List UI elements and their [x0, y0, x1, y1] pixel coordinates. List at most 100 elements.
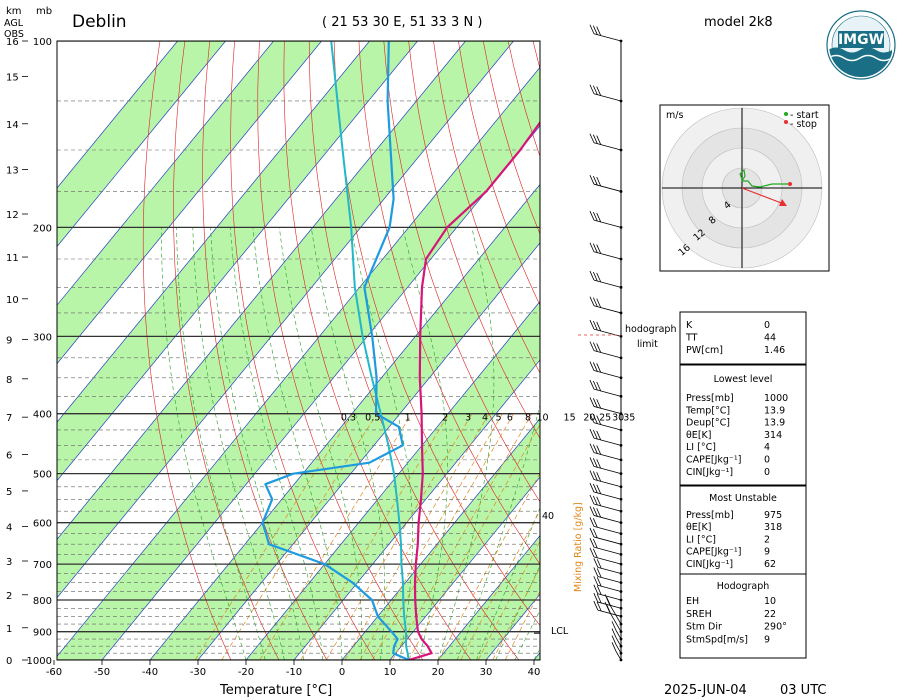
barb-feather	[593, 567, 599, 577]
moist-adiabat	[279, 227, 362, 660]
isotherm-line	[57, 41, 274, 306]
km-tick-label: 12	[6, 210, 19, 221]
barb-feather	[596, 568, 602, 578]
barb-shaft	[593, 452, 622, 461]
barb-feather	[589, 210, 595, 221]
barb-feather	[611, 621, 617, 631]
temperature-tick-label: 10	[384, 667, 397, 678]
barb-shaft	[608, 610, 622, 632]
index-value: 0	[764, 455, 770, 466]
barb-feather	[593, 584, 599, 594]
barb-feather	[592, 471, 598, 481]
temperature-tick-label: -40	[142, 667, 158, 678]
barb-feather	[596, 212, 602, 223]
mb-label: mb	[36, 6, 52, 17]
barb-feather	[589, 413, 595, 423]
barb-feather	[589, 270, 595, 281]
index-name: Press[mb]	[686, 393, 734, 404]
barb-feather	[589, 133, 595, 143]
barb-feather	[589, 242, 595, 252]
barb-feather	[596, 321, 602, 332]
temperature-tick-label: -10	[286, 667, 302, 678]
barb-shaft	[593, 279, 622, 288]
legend-start-dot	[784, 112, 788, 116]
index-box	[679, 311, 807, 365]
index-name: CAPE[Jkg⁻¹]	[686, 455, 741, 466]
mixing-ratio-tick-label: 35	[623, 412, 635, 423]
barb-shaft	[597, 566, 622, 574]
barb-feather	[592, 538, 598, 549]
mixing-ratio-tick-label: 1	[405, 412, 411, 423]
barb-feather	[596, 363, 602, 373]
index-name: CIN[Jkg⁻¹]	[686, 559, 733, 570]
mixing-ratio-tick-label: 6	[507, 412, 513, 423]
barb-feather	[596, 508, 602, 518]
barb-feather	[592, 25, 598, 35]
index-name: LI [°C]	[686, 534, 716, 545]
barb-feather	[592, 429, 598, 440]
barb-feather	[596, 601, 602, 612]
barb-feather	[596, 593, 602, 604]
barb-feather	[592, 85, 598, 95]
moist-adiabat	[514, 609, 540, 660]
barb-shaft	[597, 576, 622, 584]
barb-shaft	[593, 305, 622, 314]
km-tick-label: 10	[6, 295, 19, 306]
index-name: CIN[Jkg⁻¹]	[686, 467, 733, 478]
index-value: 4	[764, 442, 770, 453]
temperature-tick-label: 40	[528, 667, 541, 678]
mixing-ratio-tick-label: 4	[482, 412, 488, 423]
moist-adiabat	[252, 227, 343, 660]
isotherm-line	[341, 417, 540, 660]
barb-feather	[596, 496, 602, 506]
barb-shaft	[593, 251, 622, 260]
isotherm-line	[57, 41, 514, 599]
isotherm-line	[437, 535, 540, 660]
index-name: EH	[686, 596, 699, 607]
barb-feather	[592, 458, 598, 468]
mixing-ratio-tick-label: 0.5	[365, 412, 380, 423]
isotherm-line	[57, 66, 540, 657]
km-label: km	[6, 6, 22, 17]
km-tick-label: 1	[6, 624, 12, 635]
agl-label: AGL	[4, 18, 24, 29]
barb-feather	[589, 527, 595, 538]
storm-motion-vector	[741, 187, 785, 205]
plot-profiles	[261, 41, 540, 660]
legend-stop: - stop	[790, 119, 817, 130]
mixing-ratio-axis: 0.3 0.5 1 2 3 4 5 6 8 10 15 20 25 30 35	[341, 412, 635, 423]
mixing-ratio-side-tick: 40	[542, 511, 554, 522]
barb-dot	[619, 225, 623, 229]
barb-shaft	[593, 491, 622, 500]
temperature-axis: -60 -50 -40 -30 -20 -10 0 10 20 30 40	[46, 660, 541, 678]
barb-feather	[596, 26, 602, 36]
barb-feather	[593, 600, 599, 611]
pressure-tick-label: 800	[33, 596, 52, 607]
barb-shaft	[597, 609, 622, 617]
barb-feather	[589, 494, 595, 505]
barb-feather	[592, 380, 598, 391]
barb-feather	[592, 548, 598, 558]
index-value: 13.9	[764, 405, 785, 416]
barb-shaft	[593, 388, 622, 397]
index-value: 9	[764, 547, 770, 558]
barb-feather	[592, 444, 598, 454]
barb-feather	[589, 397, 595, 407]
index-value: 314	[764, 430, 782, 441]
index-value: 0	[764, 320, 770, 331]
barb-shaft	[593, 503, 622, 512]
parcel-trace	[330, 41, 410, 660]
storm-motion-arrowhead	[779, 199, 787, 206]
barb-feather	[589, 24, 595, 34]
barb-feather	[589, 537, 595, 548]
index-name: StmSpd[m/s]	[686, 634, 748, 645]
index-name: Deup[°C]	[686, 418, 730, 429]
barb-feather	[589, 547, 595, 558]
ring-label-8: 8	[707, 214, 719, 226]
km-tick-label: 5	[6, 487, 12, 498]
index-section-title: Lowest level	[714, 374, 773, 385]
wind-barbs	[589, 24, 623, 662]
barb-feather	[606, 597, 612, 607]
barb-feather	[592, 271, 598, 282]
